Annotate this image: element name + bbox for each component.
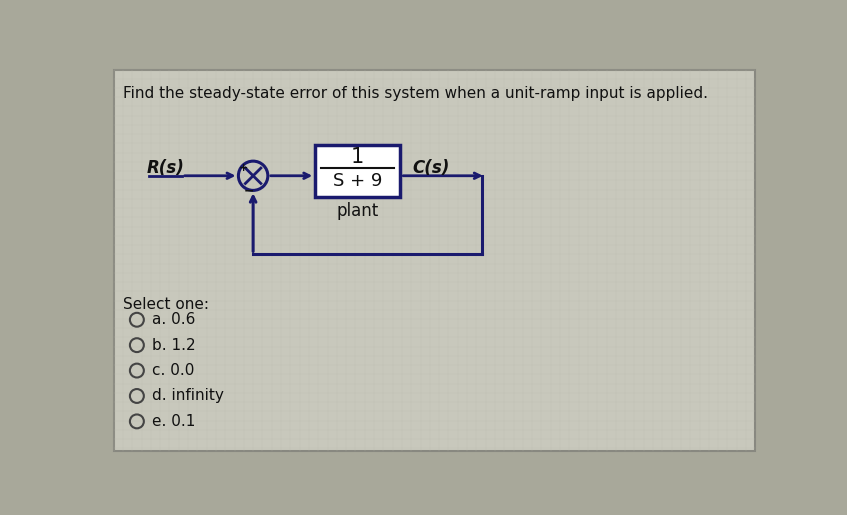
Text: C(s): C(s) [412, 159, 450, 177]
Text: 1: 1 [352, 147, 364, 167]
Text: Select one:: Select one: [123, 297, 209, 312]
Text: +: + [238, 163, 247, 173]
Text: plant: plant [336, 202, 379, 220]
Text: c. 0.0: c. 0.0 [152, 363, 195, 378]
Text: S + 9: S + 9 [333, 172, 383, 190]
Text: Find the steady-state error of this system when a unit-ramp input is applied.: Find the steady-state error of this syst… [123, 87, 708, 101]
Text: R(s): R(s) [147, 159, 184, 177]
Text: b. 1.2: b. 1.2 [152, 338, 196, 353]
Text: e. 0.1: e. 0.1 [152, 414, 196, 429]
Text: d. infinity: d. infinity [152, 388, 224, 403]
Bar [315, 145, 401, 197]
Text: −: − [244, 185, 254, 198]
Text: a. 0.6: a. 0.6 [152, 312, 196, 327]
